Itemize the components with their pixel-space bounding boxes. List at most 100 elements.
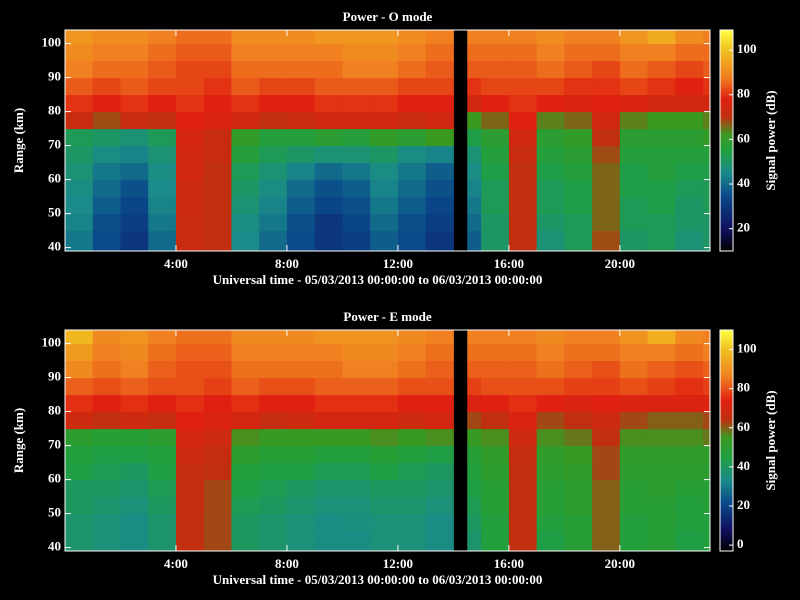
heatmap-cell xyxy=(287,112,315,130)
heatmap-cell xyxy=(120,497,148,514)
heatmap-cell xyxy=(204,480,232,498)
heatmap-cell xyxy=(204,378,232,396)
heatmap-cell xyxy=(93,395,121,413)
heatmap-cell xyxy=(620,78,648,96)
heatmap-cell xyxy=(467,531,481,552)
heatmap-cell xyxy=(592,163,620,181)
heatmap-cell xyxy=(648,197,676,215)
heatmap-cell xyxy=(620,480,648,498)
heatmap-cell xyxy=(120,44,148,62)
heatmap-cell xyxy=(648,163,676,181)
heatmap-cell xyxy=(148,514,176,532)
heatmap-cell xyxy=(509,330,537,344)
heatmap-cell xyxy=(259,497,287,514)
heatmap-cell xyxy=(287,180,315,198)
heatmap-cell xyxy=(467,214,481,232)
heatmap-cell xyxy=(148,44,176,62)
heatmap-cell xyxy=(287,30,315,44)
heatmap-cell xyxy=(342,163,370,181)
heatmap-cell xyxy=(398,480,426,498)
heatmap-cell xyxy=(648,129,676,147)
heatmap-cell xyxy=(564,112,592,130)
heatmap-cell xyxy=(675,395,703,413)
heatmap-cell xyxy=(120,180,148,198)
heatmap-cell xyxy=(537,95,565,113)
heatmap-cell xyxy=(398,146,426,164)
heatmap-cell xyxy=(259,129,287,147)
heatmap-cell xyxy=(426,361,454,379)
heatmap-cell xyxy=(231,531,259,552)
heatmap-cell xyxy=(467,78,481,96)
heatmap-cell xyxy=(93,214,121,232)
heatmap-cell xyxy=(93,531,121,552)
heatmap-cell xyxy=(93,197,121,215)
heatmap-cell xyxy=(509,344,537,362)
heatmap-cell xyxy=(93,361,121,379)
heatmap-cell xyxy=(564,480,592,498)
heatmap-cell xyxy=(537,61,565,79)
heatmap-cell xyxy=(370,231,398,252)
heatmap-cell xyxy=(176,429,204,447)
heatmap-cell xyxy=(259,412,287,430)
heatmap-cell xyxy=(315,112,343,130)
y-tick-label: 50 xyxy=(48,505,61,520)
heatmap-cell xyxy=(467,463,481,481)
heatmap-cell xyxy=(648,214,676,232)
heatmap-cell xyxy=(148,146,176,164)
heatmap-cell xyxy=(592,30,620,44)
heatmap-cell xyxy=(481,429,509,447)
heatmap-cell xyxy=(537,497,565,514)
heatmap-cell xyxy=(204,497,232,514)
heatmap-cell xyxy=(481,129,509,147)
heatmap-cell xyxy=(703,497,710,514)
heatmap-cell xyxy=(148,197,176,215)
heatmap-cell xyxy=(148,112,176,130)
heatmap-cell xyxy=(703,61,710,79)
heatmap-cell xyxy=(620,163,648,181)
heatmap-cell xyxy=(287,61,315,79)
heatmap-cell xyxy=(592,61,620,79)
heatmap-cell xyxy=(426,78,454,96)
heatmap-cell xyxy=(120,330,148,344)
heatmap-cell xyxy=(259,231,287,252)
heatmap-cell xyxy=(370,361,398,379)
heatmap-cell xyxy=(287,446,315,464)
heatmap-cell xyxy=(620,61,648,79)
heatmap-cell xyxy=(148,163,176,181)
heatmap-cell xyxy=(259,480,287,498)
heatmap-cell xyxy=(481,180,509,198)
heatmap-cell xyxy=(370,95,398,113)
heatmap-cell xyxy=(592,463,620,481)
heatmap-cell xyxy=(93,44,121,62)
heatmap-cell xyxy=(592,95,620,113)
heatmap-cell xyxy=(675,180,703,198)
heatmap-cell xyxy=(315,214,343,232)
heatmap-cell xyxy=(675,463,703,481)
heatmap-cell xyxy=(564,412,592,430)
heatmap-cell xyxy=(120,30,148,44)
colorbar-tick-label: 100 xyxy=(737,341,757,356)
heatmap-cell xyxy=(481,112,509,130)
heatmap-cell xyxy=(426,531,454,552)
heatmap-cell xyxy=(467,163,481,181)
heatmap-cell xyxy=(204,446,232,464)
heatmap-cell xyxy=(426,463,454,481)
heatmap-cell xyxy=(620,514,648,532)
heatmap-cell xyxy=(342,446,370,464)
y-tick-label: 100 xyxy=(42,335,62,350)
heatmap-cell xyxy=(426,231,454,252)
heatmap-cell xyxy=(315,95,343,113)
heatmap-cell xyxy=(467,429,481,447)
heatmap-cell xyxy=(481,412,509,430)
heatmap-cell xyxy=(703,412,710,430)
heatmap-cell xyxy=(176,30,204,44)
heatmap-cell xyxy=(204,214,232,232)
heatmap-cell xyxy=(120,344,148,362)
heatmap-cell xyxy=(398,61,426,79)
heatmap-cell xyxy=(592,129,620,147)
heatmap-cell xyxy=(93,30,121,44)
heatmap-cell xyxy=(398,429,426,447)
x-axis-label: Universal time - 05/03/2013 00:00:00 to … xyxy=(213,272,543,287)
heatmap-cell xyxy=(481,395,509,413)
heatmap-cell xyxy=(592,531,620,552)
